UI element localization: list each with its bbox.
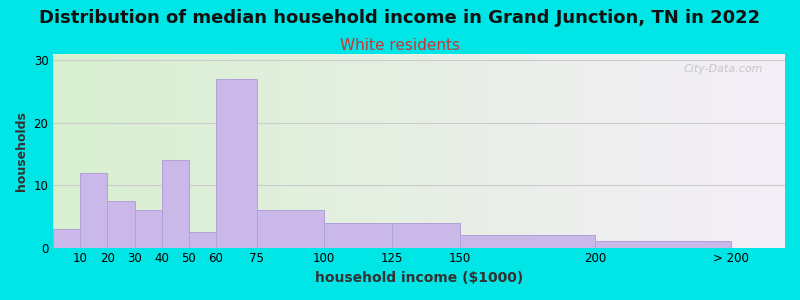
Bar [392,223,460,247]
Bar [162,160,189,248]
Bar [460,235,595,248]
Bar [189,232,216,248]
Bar [107,201,134,248]
Bar [324,223,392,247]
Bar [595,241,730,248]
Text: White residents: White residents [340,38,460,52]
X-axis label: household income ($1000): household income ($1000) [315,271,523,285]
Bar [216,79,257,248]
Bar [80,172,107,248]
Bar [134,210,162,248]
Bar [257,210,324,248]
Y-axis label: households: households [15,111,28,191]
Text: City-Data.com: City-Data.com [683,64,763,74]
Bar [54,229,80,248]
Text: Distribution of median household income in Grand Junction, TN in 2022: Distribution of median household income … [39,9,761,27]
